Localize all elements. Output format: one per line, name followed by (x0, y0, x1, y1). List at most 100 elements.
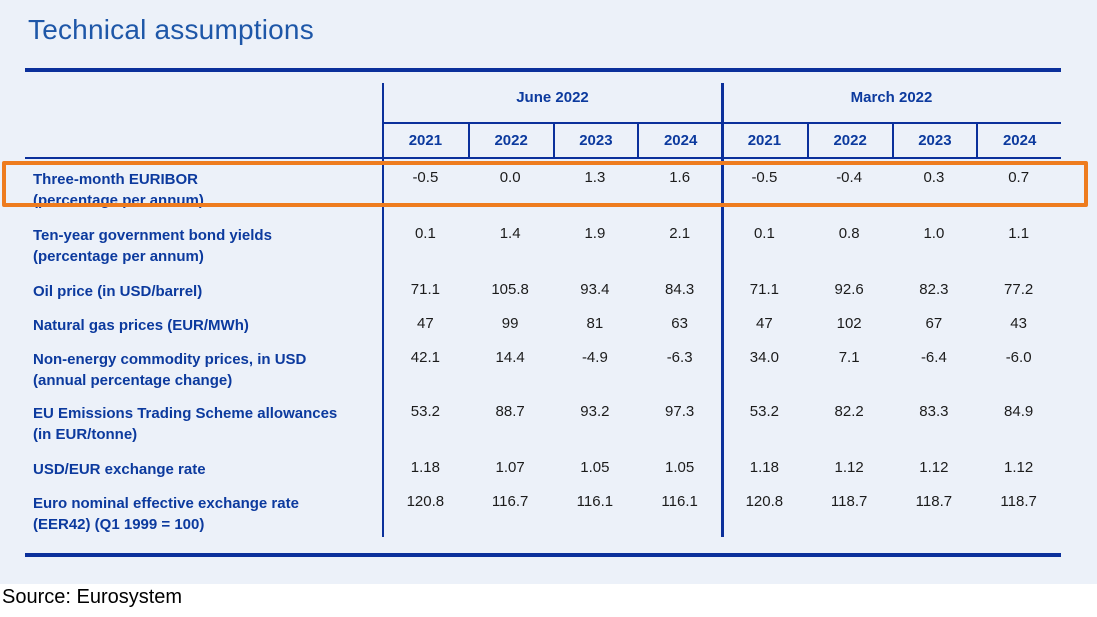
cell-value: 118.7 (915, 493, 953, 510)
assumptions-table: June 2022 March 2022 2021 2022 2023 2024… (25, 68, 1061, 557)
cell-value: 1.07 (495, 459, 525, 476)
cell-value: 2.1 (669, 225, 691, 242)
cell-value: 63 (671, 315, 688, 332)
cell-value: 116.7 (491, 493, 529, 510)
group-header-spacer (25, 72, 383, 122)
row-label: EU Emissions Trading Scheme allowances (… (33, 405, 338, 443)
cell-value: 47 (756, 315, 773, 332)
table-top-rule (25, 68, 1061, 72)
cell-value: 47 (417, 315, 434, 332)
cell-value: 42.1 (410, 349, 440, 366)
cell-value: 1.0 (923, 225, 945, 242)
year-header-june-2021: 2021 (408, 132, 443, 149)
table-row-usd-eur-rate: USD/EUR exchange rate 1.18 1.07 1.05 1.0… (25, 449, 1061, 483)
cell-value: 71.1 (410, 281, 440, 298)
cell-value: -6.4 (920, 349, 947, 366)
row-label: Non-energy commodity prices, in USD (ann… (33, 351, 307, 389)
table-row-bond-yields: Ten-year government bond yields (percent… (25, 215, 1061, 271)
cell-value: 0.1 (753, 225, 775, 242)
cell-value: 82.2 (834, 403, 864, 420)
cell-value: 116.1 (661, 493, 698, 510)
table-left-divider (382, 83, 384, 537)
cell-value: 1.6 (669, 169, 691, 186)
cell-value: 93.4 (580, 281, 610, 298)
cell-value: 1.12 (919, 459, 949, 476)
table-row-natural-gas: Natural gas prices (EUR/MWh) 47 99 81 63… (25, 305, 1061, 339)
table-bottom-rule (25, 553, 1061, 557)
cell-value: 1.12 (834, 459, 864, 476)
year-header-row: 2021 2022 2023 2024 2021 2022 2023 2024 (25, 124, 1061, 157)
column-group-march: March 2022 (850, 88, 933, 106)
cell-value: 34.0 (749, 349, 779, 366)
year-header-march-2024: 2024 (976, 124, 1061, 157)
cell-value: 102 (836, 315, 862, 332)
cell-value: 118.7 (830, 493, 868, 510)
cell-value: 43 (1010, 315, 1027, 332)
year-header-spacer (25, 124, 383, 157)
table-row-euro-neer: Euro nominal effective exchange rate (EE… (25, 483, 1061, 537)
cell-value: 92.6 (834, 281, 864, 298)
cell-value: 1.05 (665, 459, 695, 476)
cell-value: 1.4 (499, 225, 521, 242)
cell-value: 1.3 (584, 169, 606, 186)
year-header-june-2022: 2022 (467, 124, 553, 157)
cell-value: 1.05 (580, 459, 610, 476)
cell-value: 1.9 (584, 225, 606, 242)
cell-value: 53.2 (410, 403, 440, 420)
cell-value: 14.4 (495, 349, 525, 366)
year-header-march-2021: 2021 (747, 132, 782, 149)
cell-value: 118.7 (1000, 493, 1037, 510)
cell-value: 0.7 (1008, 169, 1030, 186)
row-label: USD/EUR exchange rate (33, 461, 206, 478)
cell-value: 97.3 (665, 403, 695, 420)
cell-value: 84.9 (1004, 403, 1034, 420)
cell-value: -0.5 (751, 169, 778, 186)
cell-value: 120.8 (406, 493, 445, 510)
cell-value: 0.1 (414, 225, 436, 242)
source-note: Source: Eurosystem (2, 586, 183, 608)
cell-value: 77.2 (1004, 281, 1034, 298)
cell-value: 53.2 (749, 403, 779, 420)
table-bottom-gap (25, 537, 1061, 553)
cell-value: -0.4 (836, 169, 863, 186)
cell-value: 99 (501, 315, 519, 332)
table-group-divider (721, 83, 724, 537)
table-row-oil-price: Oil price (in USD/barrel) 71.1 105.8 93.… (25, 271, 1061, 305)
year-header-june-2024: 2024 (637, 124, 722, 157)
cell-value: 0.3 (923, 169, 945, 186)
cell-value: -6.0 (1005, 349, 1032, 366)
cell-value: 1.18 (410, 459, 440, 476)
cell-value: 67 (925, 315, 943, 332)
row-label: Natural gas prices (EUR/MWh) (33, 317, 249, 334)
cell-value: -0.5 (412, 169, 439, 186)
cell-value: -6.3 (666, 349, 693, 366)
year-header-march-2022: 2022 (806, 124, 892, 157)
group-header-row: June 2022 March 2022 (25, 72, 1061, 122)
table-row-ets-allowances: EU Emissions Trading Scheme allowances (… (25, 393, 1061, 449)
cell-value: 93.2 (580, 403, 610, 420)
cell-value: 1.12 (1004, 459, 1034, 476)
cell-value: 71.1 (749, 281, 779, 298)
column-group-june: June 2022 (516, 88, 589, 106)
cell-value: 1.18 (749, 459, 779, 476)
year-header-june-2023: 2023 (552, 124, 638, 157)
cell-value: 88.7 (495, 403, 525, 420)
cell-value: 81 (586, 315, 604, 332)
cell-value: 105.8 (491, 281, 529, 298)
cell-value: -4.9 (581, 349, 608, 366)
cell-value: 82.3 (919, 281, 949, 298)
cell-value: 1.1 (1008, 225, 1030, 242)
page-title: Technical assumptions (28, 14, 314, 45)
cell-value: 120.8 (745, 493, 784, 510)
cell-value: 0.0 (499, 169, 521, 186)
table-row-non-energy-commodities: Non-energy commodity prices, in USD (ann… (25, 339, 1061, 393)
cell-value: 83.3 (919, 403, 949, 420)
cell-value: 84.3 (665, 281, 695, 298)
cell-value: 0.8 (838, 225, 860, 242)
row-label: Ten-year government bond yields (percent… (33, 227, 272, 265)
slide-panel: Technical assumptions June 2022 March 20… (0, 0, 1097, 584)
cell-value: 116.1 (576, 493, 614, 510)
row-label: Euro nominal effective exchange rate (EE… (33, 495, 299, 533)
year-header-underline (25, 157, 1061, 159)
year-header-march-2023: 2023 (891, 124, 977, 157)
